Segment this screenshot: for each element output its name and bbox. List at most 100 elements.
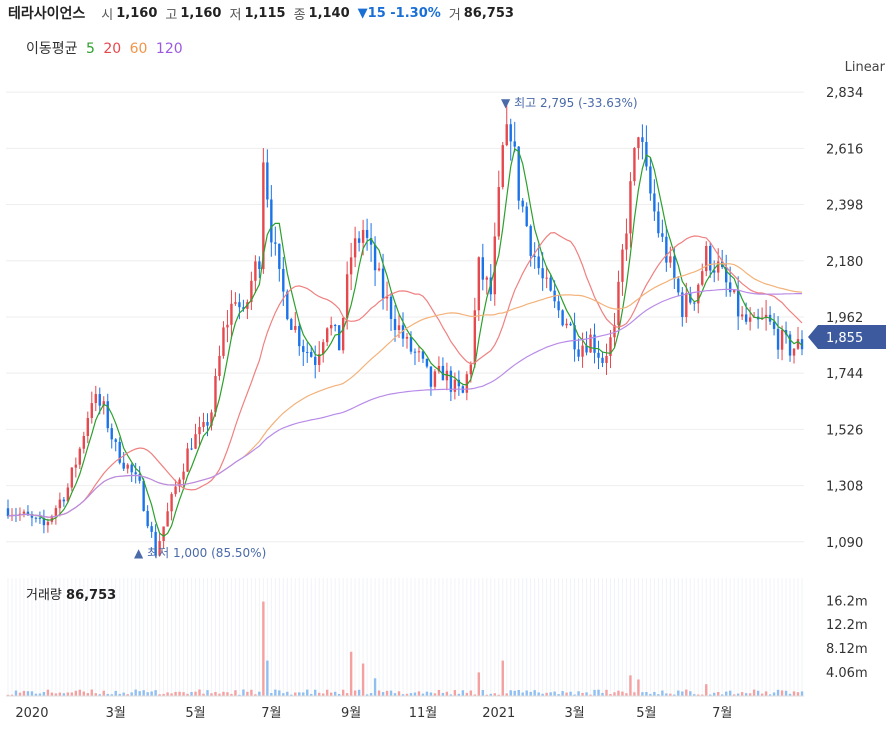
volume-bar: [776, 689, 780, 696]
volume-bar: [278, 690, 281, 696]
close-label: 종: [293, 7, 306, 23]
volume-bar: [581, 692, 584, 696]
candle-body: [302, 346, 305, 352]
volume-bar: [521, 692, 524, 696]
candle-body: [597, 352, 600, 358]
volume-bar: [728, 690, 732, 696]
volume-bar: [633, 692, 636, 696]
ma-60-label[interactable]: 60: [129, 41, 148, 57]
volume-bar: [461, 690, 465, 696]
current-price-badge-shape: [808, 325, 886, 349]
volume-bar: [26, 691, 30, 696]
y-tick-label: 2,616: [826, 142, 863, 157]
volume-bar: [613, 692, 616, 696]
candle-body: [621, 249, 624, 282]
volume-tick-label: 16.2m: [826, 594, 868, 609]
candle-body: [162, 526, 165, 542]
candle-body: [294, 326, 297, 330]
ma-120-label[interactable]: 120: [155, 41, 183, 57]
candle-body: [585, 345, 588, 353]
volume-bar: [290, 694, 293, 696]
volume-bar: [282, 693, 285, 696]
volume-bar: [234, 690, 237, 696]
candle-body: [485, 277, 488, 280]
candle-body: [70, 467, 74, 488]
candle-body: [26, 511, 30, 516]
volume-bar: [788, 693, 792, 696]
volume-bar: [748, 693, 752, 696]
candle-body: [274, 242, 277, 244]
volume-bars: [6, 601, 804, 697]
volume-bar: [417, 691, 421, 696]
candle-body: [581, 345, 584, 357]
candle-body: [126, 464, 129, 469]
candle-body: [190, 448, 193, 450]
candle-body: [685, 293, 688, 318]
volume-bar: [553, 691, 556, 696]
candle-body: [258, 261, 261, 270]
volume-bar: [760, 693, 764, 696]
y-tick-label: 2,398: [826, 199, 863, 214]
candle-body: [441, 365, 445, 381]
volume-bar: [58, 692, 62, 696]
candle-body: [365, 229, 369, 238]
candle-body: [286, 291, 289, 320]
candle-body: [477, 257, 481, 311]
volume-bar: [589, 694, 592, 696]
volume-bar: [250, 689, 253, 696]
candle-body: [74, 464, 78, 468]
volume-bar: [665, 693, 668, 696]
candle-body: [457, 379, 461, 387]
ma-20-label[interactable]: 20: [103, 41, 122, 57]
candle-body: [557, 301, 560, 311]
volume-bar: [286, 691, 289, 696]
volume-bar: [796, 692, 800, 696]
candle-body: [30, 515, 34, 518]
volume-bar: [373, 678, 377, 696]
volume-bar: [649, 693, 652, 696]
volume-bar: [266, 660, 269, 696]
volume-bar: [186, 693, 189, 696]
candle-body: [533, 255, 536, 257]
volume-bar: [768, 694, 772, 696]
candle-body: [701, 271, 704, 285]
x-tick-label: 2021: [482, 706, 515, 721]
volume-bar: [736, 693, 740, 696]
candle-body: [186, 448, 189, 472]
volume-bar: [537, 692, 540, 696]
volume-bar: [10, 694, 14, 696]
candle-body: [661, 233, 664, 237]
scale-mode-button[interactable]: Linear: [844, 60, 885, 75]
candle-body: [270, 199, 273, 243]
volume-bar: [669, 693, 672, 696]
candle-body: [34, 517, 38, 519]
y-axis-ticks: 2,834 2,616 2,398 2,180 1,962 1,744 1,526 1,308…: [826, 86, 863, 551]
x-tick-label: 9월: [341, 706, 361, 721]
volume-bar: [784, 690, 788, 696]
ma-legend[interactable]: 이동평균 5 20 60 120: [26, 38, 187, 58]
volume-bar: [593, 689, 596, 696]
candle-body: [341, 317, 345, 351]
candle-body: [110, 428, 113, 440]
volume-bar: [254, 694, 257, 696]
candle-body: [58, 499, 62, 509]
candle-body: [605, 355, 608, 363]
candle-body: [230, 303, 233, 325]
volume-bar: [86, 693, 89, 696]
candle-body: [118, 441, 121, 463]
candle-body: [178, 479, 181, 487]
x-tick-label: 5월: [636, 706, 656, 721]
candle-body: [732, 290, 736, 293]
volume-bar: [214, 691, 217, 696]
volume-bar: [469, 690, 473, 696]
candle-body: [713, 270, 716, 273]
candle-body: [421, 351, 425, 359]
ma-legend-title: 이동평균: [26, 41, 78, 57]
ma-5-label[interactable]: 5: [85, 41, 95, 57]
volume-tick-label: 8.12m: [826, 642, 868, 657]
volume-bar: [445, 691, 449, 696]
candle-body: [122, 462, 125, 469]
stock-header: 테라사이언스 시 1,160 고 1,160 저 1,115 종 1,140 ▼…: [8, 2, 522, 24]
candle-body: [589, 334, 592, 353]
